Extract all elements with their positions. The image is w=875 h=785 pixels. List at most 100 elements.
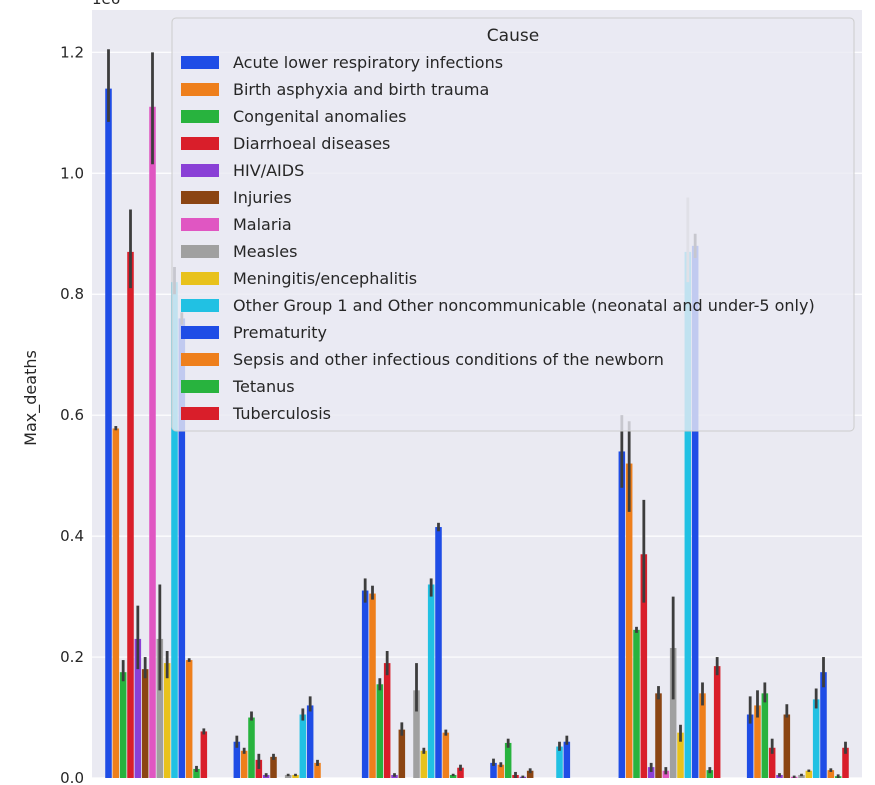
bar [376,684,384,778]
legend-label: Meningitis/encephalitis [233,269,417,288]
bar [768,747,776,778]
bar [655,693,662,778]
bar [812,699,820,778]
legend: Cause Acute lower respiratory infections… [171,17,855,432]
bar [369,593,376,778]
bar [185,660,193,778]
bar [361,590,369,778]
y-tick-label: 0.0 [60,769,84,785]
bar [449,774,457,778]
legend-swatch [181,110,219,123]
legend-swatch [181,218,219,231]
bar [149,106,156,778]
legend-label: Tetanus [232,377,295,396]
bar [178,318,186,778]
bar [618,451,626,778]
bar [640,554,648,778]
bar [820,672,827,778]
legend-label: Injuries [233,188,292,207]
bar [284,774,292,778]
legend-swatch [181,83,219,96]
legend-swatch [181,164,219,177]
legend-label: Other Group 1 and Other noncommunicable … [233,296,815,315]
bar [299,714,307,778]
bar [112,428,120,778]
y-tick-label: 0.4 [60,527,84,545]
bar [413,690,420,778]
legend-title: Cause [487,26,539,46]
bar [306,705,314,778]
bar [127,251,134,778]
bar [699,693,706,778]
y-tick-labels: 0.0 0.2 0.4 0.6 0.8 1.0 1.2 [60,43,84,785]
bar [398,729,406,778]
bar [105,88,112,778]
legend-swatch [181,137,219,150]
bar [783,714,791,778]
bar [754,705,761,778]
legend-label: Congenital anomalies [233,107,407,126]
bar [383,663,391,778]
bar [713,666,721,778]
legend-label: Measles [233,242,297,261]
bar [746,714,754,778]
bar [270,756,277,778]
legend-box [171,17,855,432]
bar [842,747,849,778]
bar [706,770,714,778]
bar [442,732,450,778]
bar [761,693,769,778]
legend-label: HIV/AIDS [233,161,304,180]
legend-label: Malaria [233,215,292,234]
bar [805,770,813,778]
bar [141,669,149,778]
bar [200,731,208,778]
legend-swatch [181,245,219,258]
legend-swatch [181,326,219,339]
bar [233,741,241,778]
bar [248,717,255,778]
bars [105,88,849,778]
legend-label: Sepsis and other infectious conditions o… [233,350,664,369]
legend-swatch [181,407,219,420]
bar [457,767,464,778]
bar [156,638,164,778]
bar [625,463,633,778]
y-tick-label: 0.6 [60,406,84,424]
bar [684,251,692,778]
bar [292,774,299,778]
legend-label: Birth asphyxia and birth trauma [233,80,489,99]
bar [556,746,563,778]
legend-swatch [181,299,219,312]
bar [691,245,699,778]
legend-swatch [181,353,219,366]
bar [677,732,684,778]
y-offset-label: 1e6 [92,0,120,8]
bar [504,742,512,778]
bar [669,647,677,778]
bar [435,527,442,778]
bar [490,762,497,778]
legend-swatch [181,56,219,69]
legend-label: Tuberculosis [232,404,331,423]
legend-label: Diarrhoeal diseases [233,134,390,153]
bar [633,629,640,778]
bar [563,741,571,778]
y-tick-label: 1.2 [60,43,84,61]
y-tick-label: 0.8 [60,285,84,303]
bar [171,282,178,778]
y-tick-label: 1.0 [60,164,84,182]
bar [427,584,435,778]
bar [497,764,505,778]
legend-items: Acute lower respiratory infections Birth … [181,53,815,423]
bar [647,767,655,778]
bar [798,774,805,778]
bar [240,750,248,778]
bar [193,768,200,778]
bar [119,672,127,778]
legend-swatch [181,380,219,393]
y-tick-label: 0.2 [60,648,84,666]
bar [314,762,321,778]
y-axis-title: Max_deaths [21,350,41,446]
